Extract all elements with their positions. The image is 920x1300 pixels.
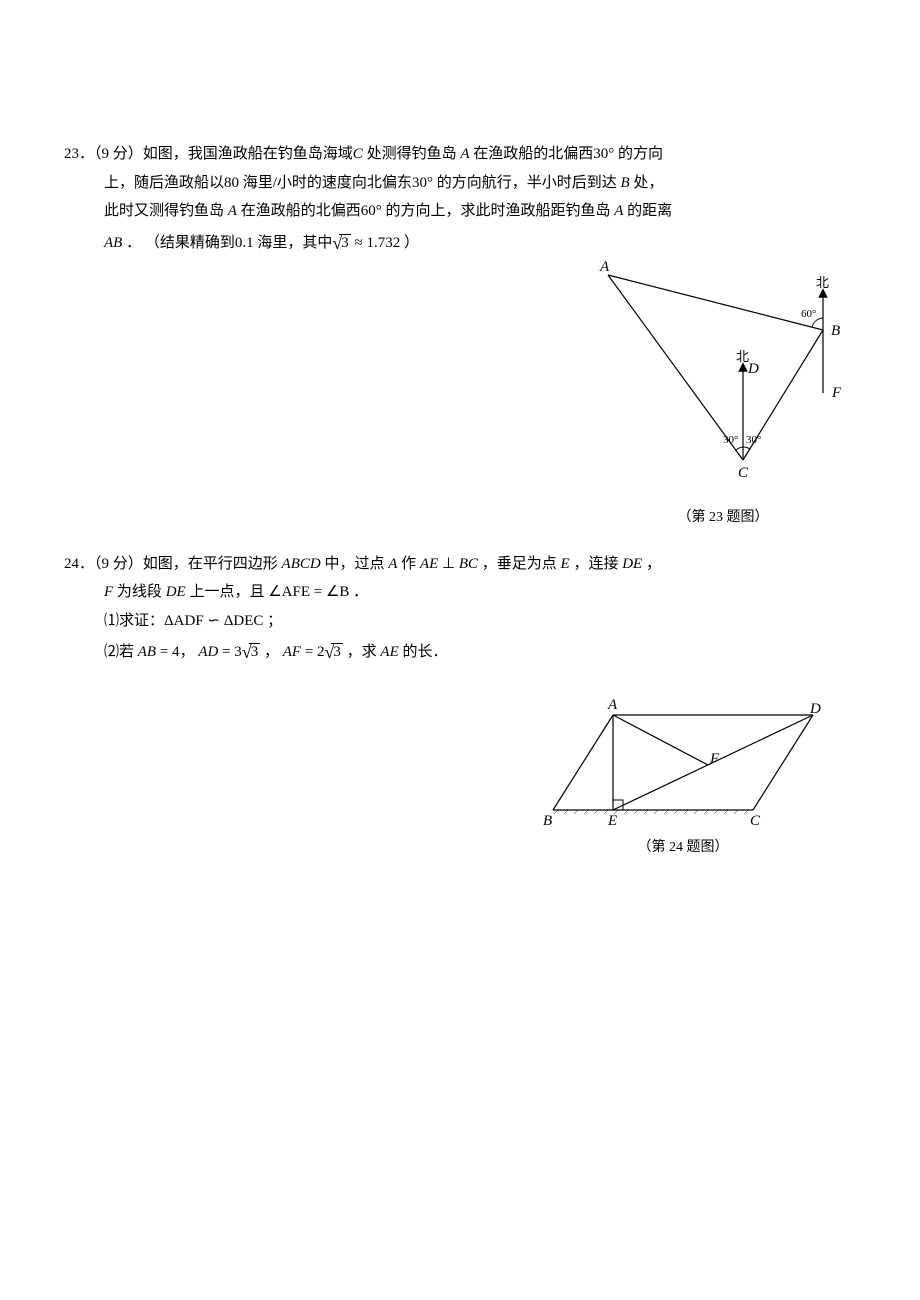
figure-24-caption: （第 24 题图） xyxy=(538,835,828,862)
problem-23: 23．（9 分）如图，我国渔政船在钓鱼岛海域C 处测得钓鱼岛 A 在渔政船的北偏… xyxy=(64,140,848,260)
sqrt3: √3 xyxy=(325,635,343,669)
figure-23: A B C D F 北 北 30° 30° 60° （第 23 题图） xyxy=(588,255,858,532)
figure-23-caption: （第 23 题图） xyxy=(588,505,858,532)
svg-text:A: A xyxy=(599,259,610,275)
svg-text:A: A xyxy=(607,697,618,713)
svg-text:北: 北 xyxy=(816,275,829,290)
problem-24: 24．（9 分）如图，在平行四边形 ABCD 中，过点 A 作 AE ⊥ BC … xyxy=(64,550,848,670)
svg-text:30°: 30° xyxy=(746,434,761,446)
svg-text:B: B xyxy=(543,813,552,829)
svg-text:北: 北 xyxy=(736,349,749,364)
problem-23-text: 23．（9 分）如图，我国渔政船在钓鱼岛海域C 处测得钓鱼岛 A 在渔政船的北偏… xyxy=(64,140,848,260)
svg-text:F: F xyxy=(831,385,842,401)
figure-24-svg: A D B C E F xyxy=(538,695,828,835)
points: （9 分） xyxy=(94,556,143,572)
triangle-adf: ΔADF xyxy=(164,613,204,629)
svg-text:C: C xyxy=(738,465,749,481)
problem-24-text: 24．（9 分）如图，在平行四边形 ABCD 中，过点 A 作 AE ⊥ BC … xyxy=(64,550,848,670)
points: （9 分） xyxy=(94,146,143,162)
svg-text:E: E xyxy=(607,813,617,829)
svg-text:60°: 60° xyxy=(801,308,816,320)
figure-24: A D B C E F （第 24 题图） xyxy=(538,695,828,862)
svg-text:B: B xyxy=(831,323,840,339)
svg-text:C: C xyxy=(750,813,761,829)
triangle-dec: ΔDEC xyxy=(224,613,264,629)
problem-number: 24． xyxy=(64,556,94,572)
svg-text:F: F xyxy=(709,751,720,767)
figure-23-svg: A B C D F 北 北 30° 30° 60° xyxy=(588,255,858,505)
problem-number: 23． xyxy=(64,146,94,162)
svg-text:30°: 30° xyxy=(723,434,738,446)
sqrt3: √3 xyxy=(242,635,260,669)
sqrt3: √3 xyxy=(332,226,350,260)
svg-text:D: D xyxy=(809,701,821,717)
